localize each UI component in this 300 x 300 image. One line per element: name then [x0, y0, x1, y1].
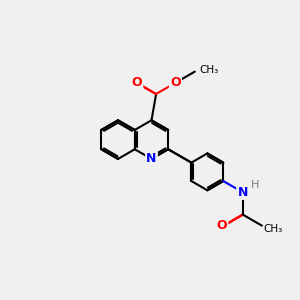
- Text: H: H: [251, 180, 260, 190]
- Text: O: O: [170, 76, 181, 89]
- Text: N: N: [146, 152, 157, 165]
- Text: N: N: [237, 186, 248, 199]
- Text: O: O: [217, 219, 227, 232]
- Text: CH₃: CH₃: [199, 65, 218, 75]
- Text: CH₃: CH₃: [263, 224, 283, 234]
- Text: O: O: [131, 76, 142, 89]
